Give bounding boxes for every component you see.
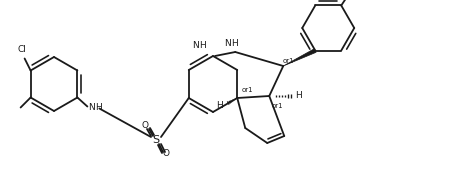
Text: N: N (224, 40, 231, 49)
Polygon shape (283, 49, 316, 66)
Text: H: H (200, 41, 206, 50)
Text: or1: or1 (241, 87, 253, 93)
Text: O: O (163, 150, 169, 159)
Text: N: N (192, 41, 199, 50)
Text: H: H (295, 92, 302, 100)
Text: or1: or1 (283, 58, 294, 64)
Text: H: H (216, 102, 223, 111)
Text: or1: or1 (272, 103, 283, 109)
Text: O: O (142, 122, 148, 131)
Text: S: S (153, 135, 159, 145)
Text: N: N (88, 103, 95, 112)
Text: H: H (95, 103, 102, 112)
Text: Cl: Cl (17, 45, 26, 54)
Text: H: H (231, 40, 238, 49)
